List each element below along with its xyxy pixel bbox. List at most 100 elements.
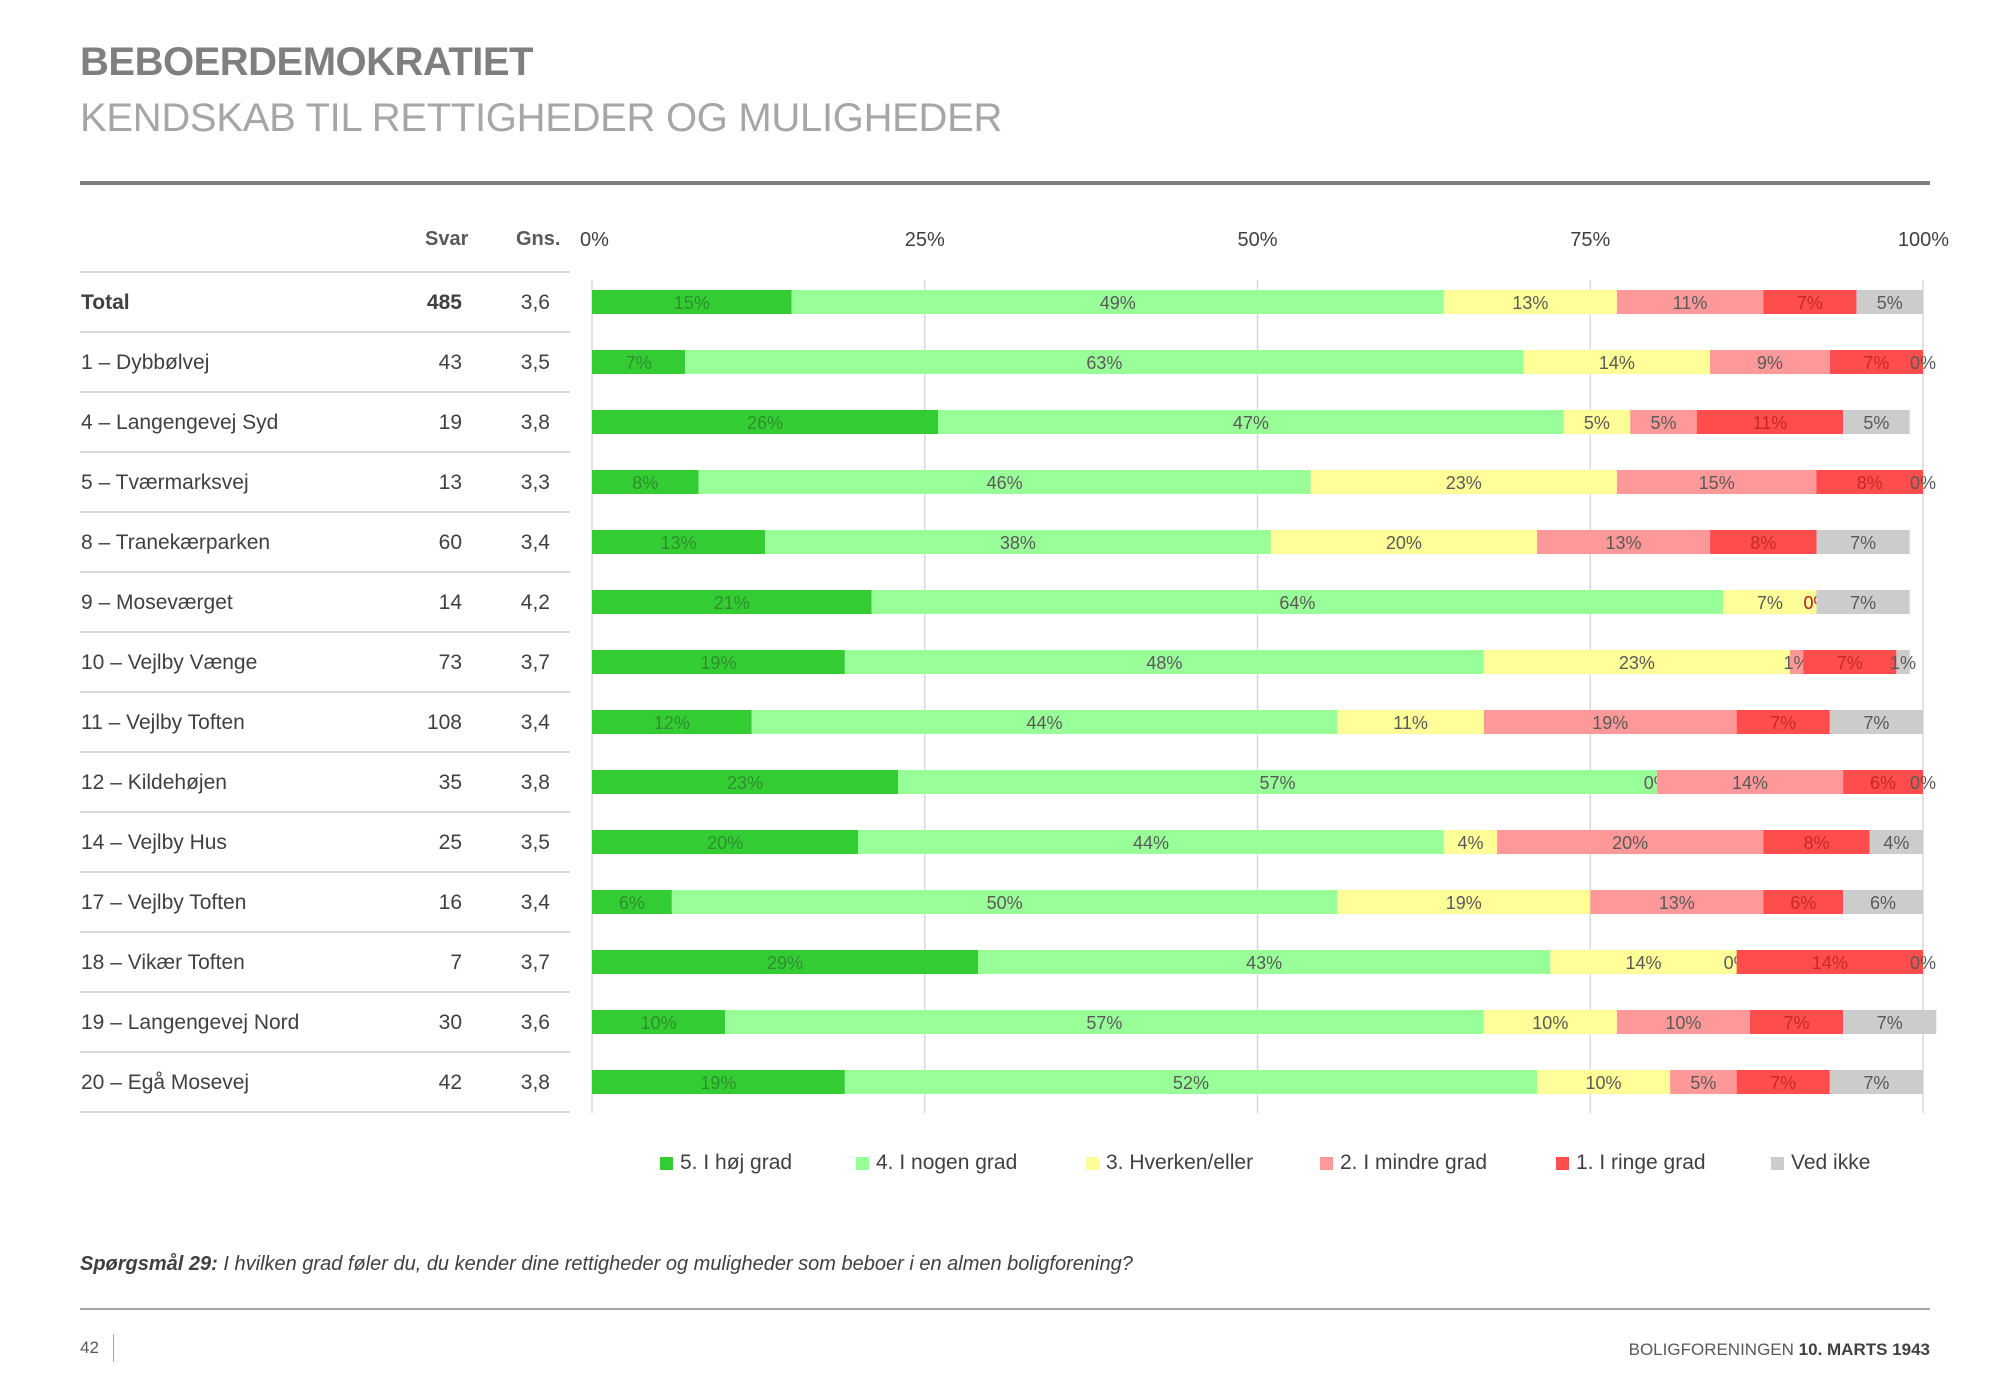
bar-segment: [1829, 1070, 1923, 1094]
data-label: 48%: [1146, 653, 1182, 673]
data-label: 8%: [1857, 473, 1883, 493]
bar-segment: [1816, 590, 1910, 614]
bar-segment: [685, 350, 1524, 374]
data-label: 14%: [1732, 773, 1768, 793]
bar-segment: [1816, 470, 1923, 494]
bar-segment: [1630, 410, 1697, 434]
gns-value: 3,7: [521, 651, 550, 674]
data-label: 7%: [1770, 1073, 1796, 1093]
bar-segment: [1483, 1010, 1617, 1034]
data-label: 49%: [1100, 293, 1136, 313]
data-label: 44%: [1133, 833, 1169, 853]
legend-item: 1. I ringe grad: [1556, 1151, 1706, 1175]
data-label: 11%: [1393, 713, 1428, 733]
legend-swatch: [1556, 1156, 1569, 1170]
data-label: 13%: [1659, 893, 1695, 913]
bar-segment: [592, 590, 872, 614]
data-label: 6%: [1870, 773, 1896, 793]
bar-segment: [592, 530, 766, 554]
bar-segment: [592, 890, 672, 914]
column-header-gns: Gns.: [516, 228, 561, 250]
legend-label: 1. I ringe grad: [1576, 1151, 1706, 1174]
bar-segment: [592, 650, 845, 674]
bar-segment: [1843, 770, 1923, 794]
bar-segment: [844, 1070, 1538, 1094]
data-label: 10%: [641, 1013, 677, 1033]
svar-value: 73: [439, 651, 462, 674]
gns-value: 3,5: [521, 351, 550, 374]
data-label: 21%: [714, 593, 750, 613]
bar-segment: [1563, 410, 1631, 434]
gns-value: 3,7: [521, 951, 550, 974]
bar-segment: [725, 1010, 1484, 1034]
stacked-bar-chart: 0% 25% 50% 75% 100%Total 485 3,6 15% 49% 13% 11% 7%…: [80, 229, 1949, 1113]
gns-value: 3,4: [521, 531, 551, 554]
category-label: 4 – Langengevej Syd: [81, 411, 278, 434]
data-label: 6%: [1870, 893, 1896, 913]
bar-segment: [592, 1010, 726, 1034]
category-label: 11 – Vejlby Toften: [81, 711, 245, 734]
svar-value: 7: [450, 951, 462, 974]
data-label: 7%: [1784, 1013, 1810, 1033]
svar-value: 42: [439, 1071, 462, 1094]
data-label: 44%: [1027, 713, 1063, 733]
data-label: 5%: [1650, 413, 1676, 433]
bar-segment: [791, 290, 1444, 314]
gns-value: 3,4: [521, 891, 551, 914]
x-tick-label: 50%: [1237, 229, 1277, 251]
bar-segment: [977, 950, 1551, 974]
gns-value: 3,8: [521, 771, 550, 794]
data-label: 10%: [1586, 1073, 1622, 1093]
category-label: 17 – Vejlby Toften: [81, 891, 246, 914]
gns-value: 4,2: [521, 591, 550, 614]
data-label: 6%: [619, 893, 645, 913]
bar-segment: [1803, 650, 1897, 674]
bar-segment: [1310, 470, 1617, 494]
data-label: 1%: [1890, 653, 1916, 673]
data-label: 14%: [1599, 353, 1635, 373]
category-label: Total: [81, 291, 130, 314]
page-number-separator: [113, 1334, 114, 1362]
bar-segment: [592, 1070, 845, 1094]
question-body: I hvilken grad føler du, du kender dine …: [217, 1253, 1133, 1275]
bar-segment: [1337, 710, 1484, 734]
bar-segment: [1789, 650, 1804, 674]
data-label: 50%: [987, 893, 1023, 913]
data-label: 0%: [1910, 953, 1936, 973]
bar-segment: [1896, 650, 1910, 674]
bar-segment: [1710, 350, 1830, 374]
svar-value: 16: [439, 891, 462, 914]
bar-segment: [898, 770, 1657, 794]
svar-value: 13: [439, 471, 462, 494]
data-label: 7%: [1863, 713, 1889, 733]
svar-value: 35: [439, 771, 462, 794]
bar-segment: [844, 650, 1484, 674]
data-label: 11%: [1753, 413, 1788, 433]
data-label: 7%: [626, 353, 652, 373]
data-label: 19%: [1446, 893, 1482, 913]
data-label: 23%: [727, 773, 763, 793]
legend-item: 5. I høj grad: [660, 1151, 792, 1175]
bar-segment: [1443, 830, 1498, 854]
bar-segment: [1483, 710, 1737, 734]
bar-segment: [592, 350, 686, 374]
data-label: 9%: [1757, 353, 1783, 373]
data-label: 7%: [1837, 653, 1863, 673]
footer-org: BOLIGFORENINGEN: [1628, 1340, 1799, 1359]
gns-value: 3,6: [521, 1011, 550, 1034]
bar-segment: [698, 470, 1311, 494]
category-label: 14 – Vejlby Hus: [81, 831, 227, 854]
bar-segment: [1736, 950, 1923, 974]
gns-value: 3,3: [521, 471, 550, 494]
bar-segment: [1736, 710, 1830, 734]
bar-segment: [1829, 710, 1923, 734]
category-label: 10 – Vejlby Vænge: [81, 651, 257, 674]
question-text: Spørgsmål 29: I hvilken grad føler du, d…: [80, 1253, 1133, 1276]
data-label: 14%: [1812, 953, 1848, 973]
data-label: 19%: [1592, 713, 1628, 733]
data-label: 0%: [1910, 353, 1936, 373]
category-label: 12 – Kildehøjen: [81, 771, 227, 794]
bar-segment: [1710, 530, 1817, 554]
gns-value: 3,6: [521, 291, 550, 314]
legend-label: 2. I mindre grad: [1340, 1151, 1488, 1174]
